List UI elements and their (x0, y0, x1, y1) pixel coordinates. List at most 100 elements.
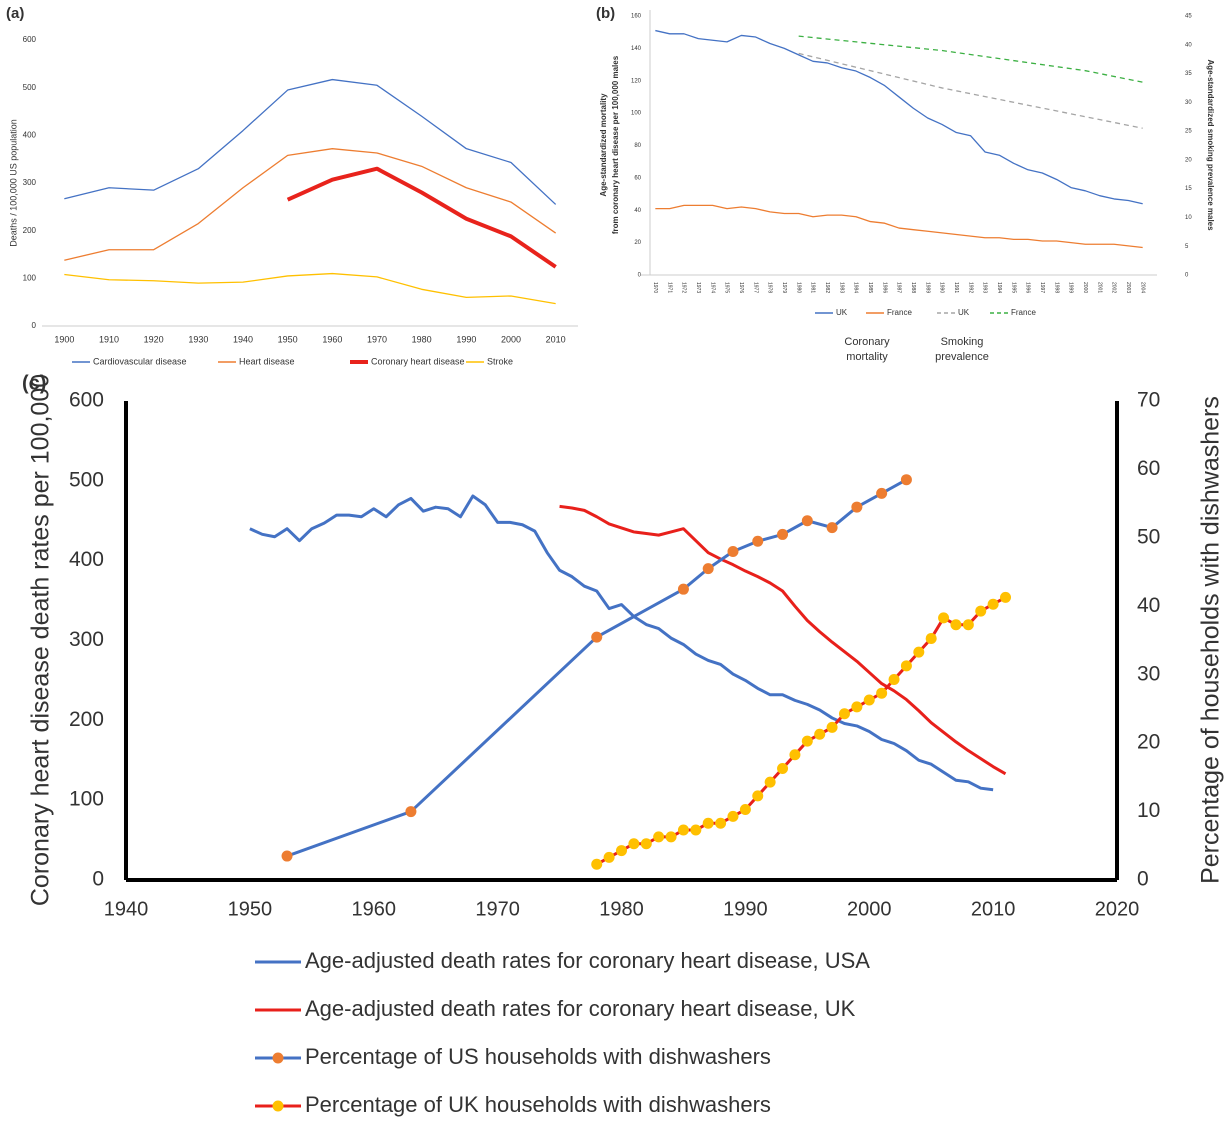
marker (677, 824, 689, 836)
y2-axis-label: Age-standardized smoking prevalence male… (1206, 59, 1215, 231)
marker (876, 487, 888, 499)
x-tick-label: 1989 (924, 282, 930, 293)
y-tick-label: 40 (634, 208, 641, 214)
line (64, 272, 556, 305)
line (286, 166, 557, 269)
y-tick-label: 0 (638, 273, 642, 279)
x-tick-label: 1987 (896, 282, 902, 293)
x-tick-label: 1988 (910, 282, 916, 293)
marker (962, 619, 974, 631)
legend-label: Percentage of UK households with dishwas… (305, 1092, 771, 1117)
x-tick-label: 2001 (1096, 282, 1102, 293)
marker (665, 831, 677, 843)
x-tick-label: 1976 (738, 282, 744, 293)
y-tick-label: 20 (634, 240, 641, 246)
legend-group-label: prevalence (935, 351, 989, 363)
y-axis-label: from coronary heart disease per 100,000 … (611, 55, 620, 234)
y2-tick-label: 40 (1185, 42, 1192, 48)
marker (739, 804, 751, 816)
panel-label: (b) (596, 5, 615, 22)
x-tick-label: 1910 (99, 334, 119, 344)
x-tick-label: 1940 (233, 334, 253, 344)
y2-tick-label: 10 (1137, 799, 1160, 822)
y-tick-label: 80 (634, 143, 641, 149)
x-tick-label: 1982 (824, 282, 830, 293)
x-tick-label: 1994 (996, 282, 1002, 293)
panel: (a) 0 100 200 300 400 500 600 1900 1910 1920 1930 19… (6, 5, 578, 366)
marker (938, 612, 950, 624)
panel: (c) 0 100 200 300 400 500 600 0 10 20 30 40 50 60 70 194… (22, 372, 1225, 1117)
marker (702, 563, 714, 575)
legend-label: France (887, 308, 912, 317)
marker (789, 749, 801, 761)
line (249, 494, 994, 792)
marker (826, 721, 838, 733)
panel-label: (a) (6, 5, 24, 22)
x-tick-label: 1986 (881, 282, 887, 293)
x-tick-label: 1900 (54, 334, 74, 344)
legend-group-label: Coronary (844, 336, 890, 348)
legend-label: UK (958, 308, 970, 317)
x-tick-label: 1984 (853, 282, 859, 293)
y-axis-label: Age-standardized mortality (599, 93, 608, 197)
y2-tick-label: 20 (1137, 731, 1160, 754)
x-tick-label: 1999 (1068, 282, 1074, 293)
marker (752, 790, 764, 802)
marker (690, 824, 702, 836)
marker (727, 810, 739, 822)
line (64, 148, 557, 261)
x-tick-label: 1974 (709, 282, 715, 293)
marker (752, 535, 764, 547)
x-tick-label: 1970 (475, 898, 520, 920)
y2-tick-label: 25 (1185, 129, 1192, 135)
marker (1000, 591, 1012, 603)
legend-group-label: mortality (846, 351, 888, 363)
x-tick-label: 1990 (723, 898, 768, 920)
y-tick-label: 100 (23, 273, 37, 282)
y2-tick-label: 30 (1137, 662, 1160, 685)
marker (975, 605, 987, 617)
x-tick-label: 1978 (767, 282, 773, 293)
marker (851, 701, 863, 713)
marker (913, 646, 925, 658)
legend-label: Cardiovascular disease (93, 356, 187, 366)
x-tick-label: 2000 (847, 898, 892, 920)
x-tick-label: 1991 (953, 282, 959, 293)
x-tick-label: 1973 (695, 282, 701, 293)
legend-label: France (1011, 308, 1036, 317)
marker (777, 528, 789, 540)
x-tick-label: 2010 (971, 898, 1016, 920)
marker (653, 831, 665, 843)
y-tick-label: 100 (69, 788, 104, 811)
line (655, 204, 1143, 249)
x-tick-label: 1997 (1039, 282, 1045, 293)
y-tick-label: 160 (631, 14, 642, 20)
marker (677, 583, 689, 595)
y-tick-label: 140 (631, 46, 642, 52)
legend-label: Age-adjusted death rates for coronary he… (305, 996, 856, 1021)
x-tick-label: 2003 (1125, 282, 1131, 293)
x-tick-label: 1983 (838, 282, 844, 293)
x-tick-label: 1960 (322, 334, 342, 344)
x-tick-label: 1972 (681, 282, 687, 293)
panel-label: (c) (22, 372, 46, 394)
line (286, 478, 908, 858)
x-tick-label: 1930 (188, 334, 208, 344)
y2-tick-label: 70 (1137, 389, 1160, 412)
marker (814, 728, 826, 740)
marker (838, 708, 850, 720)
y2-tick-label: 0 (1137, 868, 1149, 891)
marker (640, 838, 652, 850)
x-tick-label: 1990 (456, 334, 476, 344)
y-tick-label: 0 (32, 321, 37, 330)
marker (281, 850, 293, 862)
marker (987, 598, 999, 610)
y-tick-label: 300 (23, 178, 37, 187)
y2-tick-label: 50 (1137, 525, 1160, 548)
y-axis-label: Coronary heart disease death rates per 1… (27, 374, 55, 906)
x-tick-label: 1950 (278, 334, 298, 344)
y-tick-label: 400 (23, 130, 37, 139)
legend-label: Percentage of US households with dishwas… (305, 1044, 771, 1069)
y2-tick-label: 20 (1185, 157, 1192, 163)
marker (826, 522, 838, 534)
